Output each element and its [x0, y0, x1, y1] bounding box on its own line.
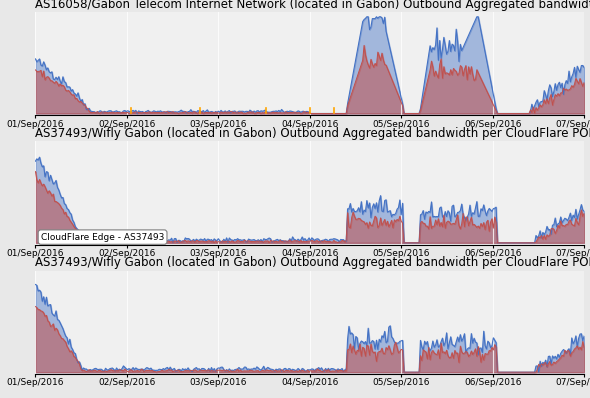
Text: AS37493/Wifly Gabon (located in Gabon) Outbound Aggregated bandwidth per CloudFl: AS37493/Wifly Gabon (located in Gabon) O… [35, 127, 590, 140]
Text: AS37493/Wifly Gabon (located in Gabon) Outbound Aggregated bandwidth per CloudFl: AS37493/Wifly Gabon (located in Gabon) O… [35, 256, 590, 269]
Text: CloudFlare Edge - AS37493: CloudFlare Edge - AS37493 [41, 232, 164, 242]
Text: Date/Time (Local): Date/Time (Local) [264, 276, 356, 286]
Text: AS16058/Gabon Telecom Internet Network (located in Gabon) Outbound Aggregated ba: AS16058/Gabon Telecom Internet Network (… [35, 0, 590, 11]
Text: Date/Time (Local): Date/Time (Local) [264, 146, 356, 156]
